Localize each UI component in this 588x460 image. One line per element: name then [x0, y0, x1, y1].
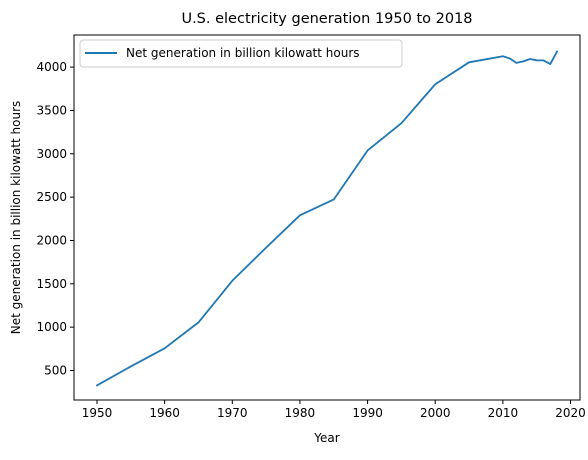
x-axis-label: Year	[313, 431, 339, 445]
y-tick-label: 4000	[36, 60, 67, 74]
x-tick-label: 1980	[285, 406, 316, 420]
legend-label: Net generation in billion kilowatt hours	[126, 46, 360, 60]
x-tick-label: 1970	[217, 406, 248, 420]
x-tick-label: 1950	[82, 406, 113, 420]
chart-title: U.S. electricity generation 1950 to 2018	[181, 11, 472, 27]
y-tick-label: 2000	[36, 233, 67, 247]
plot-frame	[73, 34, 581, 401]
y-tick-label: 3500	[36, 103, 67, 117]
series-layer	[95, 50, 559, 387]
y-tick-label: 1000	[36, 320, 67, 334]
y-tick-label: 2500	[36, 190, 67, 204]
ticks-layer: 1950 1960 1970 1980 1990 2000 2010 2020 500 1000 1…	[36, 60, 585, 420]
legend: Net generation in billion kilowatt hours	[79, 39, 403, 68]
y-tick-label: 3000	[36, 147, 67, 161]
legend-box	[79, 39, 403, 68]
x-tick-label: 2020	[555, 406, 586, 420]
series-line	[95, 50, 559, 387]
x-tick-label: 2000	[420, 406, 451, 420]
x-tick-label: 1990	[352, 406, 383, 420]
y-tick-label: 500	[44, 364, 67, 378]
y-tick-label: 1500	[36, 277, 67, 291]
x-tick-label: 2010	[488, 406, 519, 420]
x-tick-label: 1960	[149, 406, 180, 420]
y-axis-label: Net generation in billion kilowatt hours	[9, 101, 23, 335]
